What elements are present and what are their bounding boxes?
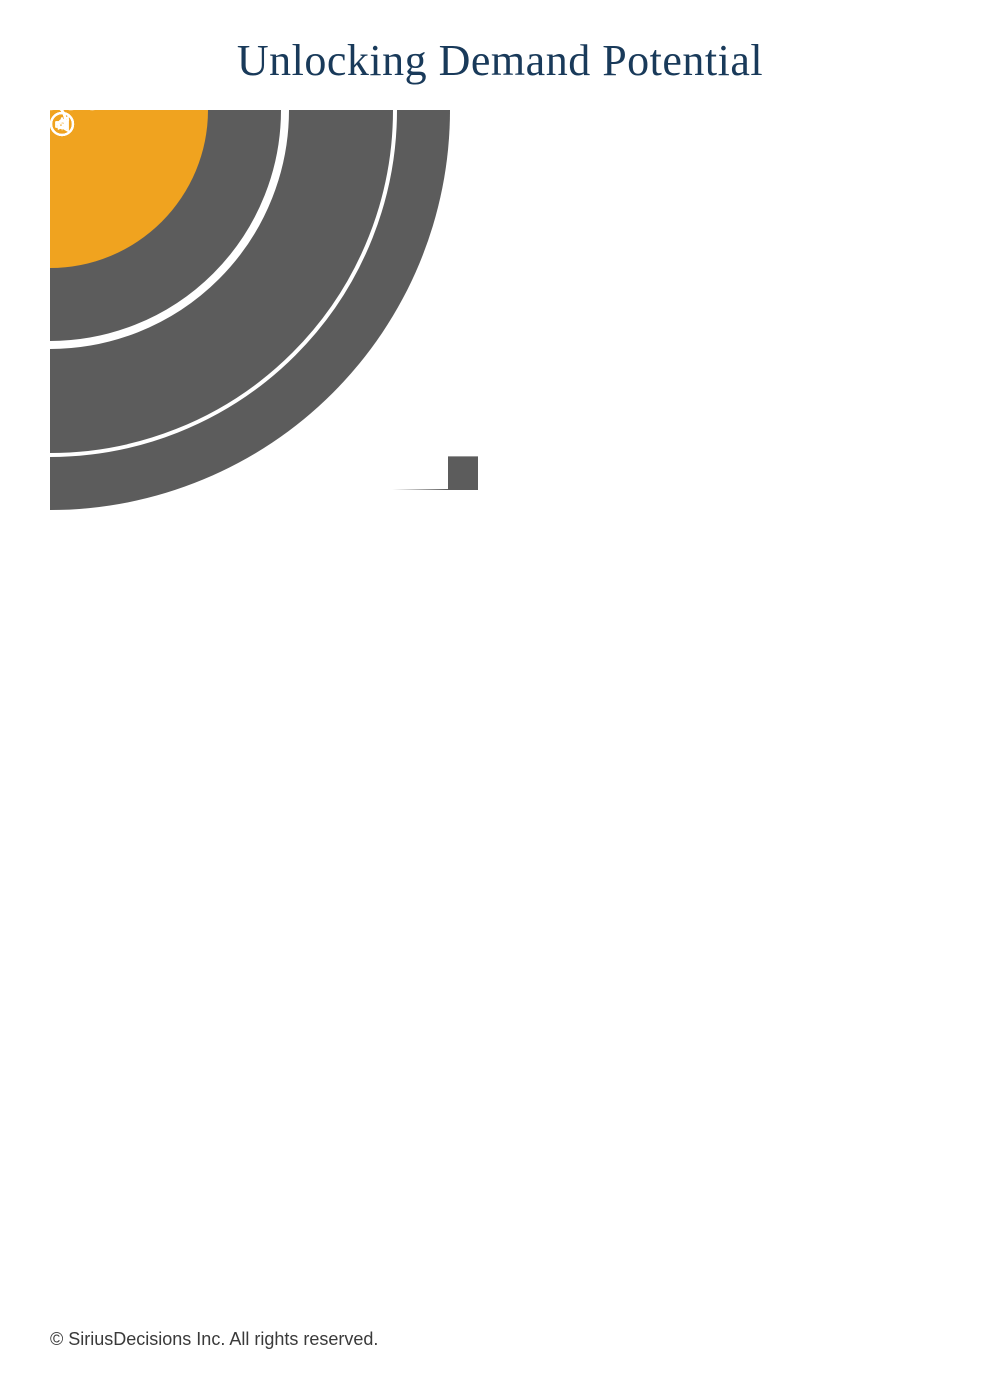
shackle-hook <box>392 456 478 490</box>
lock-diagram: BUYINGGROUP$SIGNALRESPONSEACTIONBUYER VA… <box>50 110 950 1310</box>
page-title: Unlocking Demand Potential <box>0 0 1000 86</box>
copyright-text: © SiriusDecisions Inc. All rights reserv… <box>50 1329 378 1350</box>
